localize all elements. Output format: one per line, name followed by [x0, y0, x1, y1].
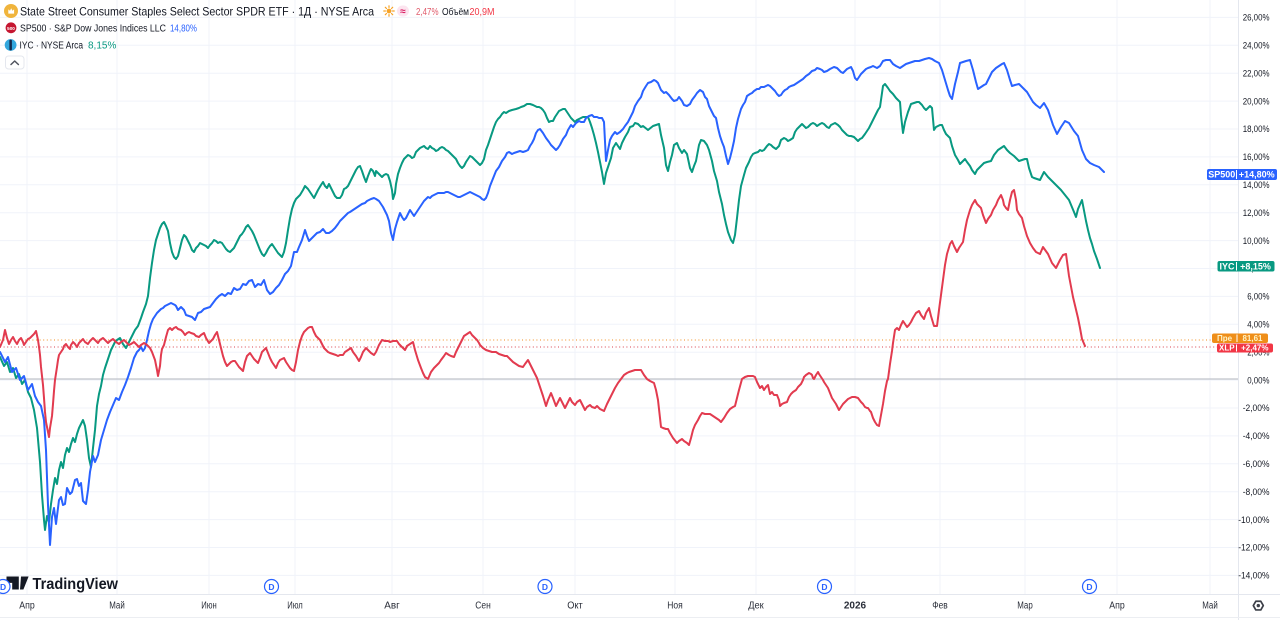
svg-text:Апр: Апр	[19, 601, 35, 612]
svg-text:Май: Май	[1202, 601, 1218, 612]
svg-text:Фев: Фев	[932, 601, 948, 612]
svg-text:-12,00%: -12,00%	[1238, 543, 1269, 553]
svg-text:26,00%: 26,00%	[1243, 13, 1270, 23]
svg-text:Апр: Апр	[1109, 601, 1125, 612]
svg-text:-14,00%: -14,00%	[1238, 571, 1269, 581]
svg-text:Пре: Пре	[1217, 334, 1233, 343]
svg-text:10,00%: 10,00%	[1243, 236, 1270, 246]
svg-text:14,80%: 14,80%	[170, 24, 197, 35]
svg-text:20,00%: 20,00%	[1243, 96, 1270, 106]
svg-text:Июл: Июл	[287, 601, 303, 612]
svg-text:2026: 2026	[844, 601, 867, 612]
svg-text:Объём: Объём	[442, 6, 469, 18]
svg-text:Июн: Июн	[201, 601, 217, 612]
svg-text:+2,47%: +2,47%	[1241, 344, 1268, 353]
svg-text:State Street Consumer Staples: State Street Consumer Staples Select Sec…	[20, 5, 374, 19]
svg-text:Май: Май	[109, 601, 125, 612]
svg-text:16,00%: 16,00%	[1243, 152, 1270, 162]
svg-text:IYC: IYC	[1219, 261, 1235, 271]
svg-text:24,00%: 24,00%	[1243, 41, 1270, 51]
svg-text:D: D	[1086, 582, 1092, 592]
svg-text:XLP: XLP	[1219, 344, 1235, 353]
svg-text:0,00%: 0,00%	[1247, 375, 1269, 385]
svg-text:IYC · NYSE Arca: IYC · NYSE Arca	[20, 41, 84, 52]
svg-text:8,15%: 8,15%	[88, 41, 116, 52]
svg-text:4,00%: 4,00%	[1247, 320, 1269, 330]
svg-text:TradingView: TradingView	[33, 576, 119, 593]
svg-text:81,61: 81,61	[1242, 334, 1263, 343]
svg-text:Авг: Авг	[384, 601, 400, 612]
svg-text:Дек: Дек	[748, 601, 764, 612]
svg-text:500: 500	[7, 26, 15, 31]
svg-text:D: D	[821, 582, 827, 592]
svg-text:14,00%: 14,00%	[1243, 180, 1270, 190]
svg-text:12,00%: 12,00%	[1243, 208, 1270, 218]
svg-text:-4,00%: -4,00%	[1243, 431, 1270, 441]
svg-text:SP500: SP500	[1208, 170, 1235, 180]
svg-text:D: D	[268, 582, 274, 592]
svg-text:6,00%: 6,00%	[1247, 292, 1269, 302]
svg-text:+14,80%: +14,80%	[1239, 170, 1275, 180]
svg-text:Мар: Мар	[1017, 601, 1033, 612]
svg-text:22,00%: 22,00%	[1243, 68, 1270, 78]
svg-text:20,9M: 20,9M	[470, 7, 495, 18]
svg-text:Окт: Окт	[567, 601, 583, 612]
svg-text:18,00%: 18,00%	[1243, 124, 1270, 134]
svg-text:-8,00%: -8,00%	[1243, 487, 1270, 497]
svg-text:Сен: Сен	[475, 601, 491, 612]
svg-text:-2,00%: -2,00%	[1243, 403, 1270, 413]
svg-text:+8,15%: +8,15%	[1240, 261, 1271, 271]
svg-text:D: D	[0, 582, 6, 592]
svg-text:D: D	[542, 582, 548, 592]
svg-text:Ноя: Ноя	[667, 601, 683, 612]
svg-text:≈: ≈	[400, 7, 406, 18]
svg-text:-10,00%: -10,00%	[1238, 515, 1269, 525]
svg-text:-6,00%: -6,00%	[1243, 459, 1270, 469]
svg-text:2,47%: 2,47%	[416, 7, 439, 18]
svg-text:SP500 · S&P Dow Jones Indices: SP500 · S&P Dow Jones Indices LLC	[20, 24, 166, 35]
